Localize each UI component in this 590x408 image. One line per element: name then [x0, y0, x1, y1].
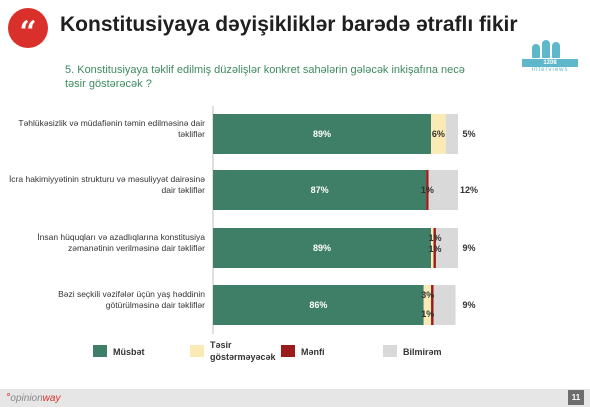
- people-icon: [532, 40, 568, 58]
- value-label-age-limit-no-effect: 3%: [421, 290, 434, 300]
- category-label-executive: İcra hakimiyyətinin strukturu və məsuliy…: [8, 174, 205, 195]
- value-label-executive-positive: 87%: [311, 185, 329, 195]
- bar-human-rights-no-effect: [431, 228, 434, 268]
- page-title: Konstitusiyaya dəyişikliklər barədə ətra…: [60, 13, 518, 36]
- stacked-bar-chart: 89% 6% 5%87% 1% 12%89%1%1% 9%86%3%1%9%MüsbətT…: [93, 106, 478, 362]
- value-label-executive-negative: 1%: [421, 185, 434, 195]
- category-label-age-limit: Bəzi seçkili vəzifələr üçün yaş həddinin…: [58, 289, 205, 310]
- bar-security-positive: [213, 114, 432, 154]
- interview-word: Interviews: [531, 67, 569, 73]
- value-label-human-rights-no-effect: 1%: [429, 233, 442, 243]
- bar-human-rights-positive: [213, 228, 432, 268]
- value-label-security-positive: 89%: [313, 129, 331, 139]
- bar-human-rights-negative: [433, 228, 436, 268]
- bar-age-limit-no-effect: [423, 285, 432, 325]
- category-label-security: Təhlükəsizlik və müdafiənin təmin edilmə…: [18, 118, 205, 139]
- value-label-age-limit-dont-know: 9%: [462, 300, 475, 310]
- value-label-human-rights-positive: 89%: [313, 243, 331, 253]
- question-text: 5. Konstitusiyaya təklif edilmiş düzəliş…: [65, 64, 465, 90]
- bar-age-limit-negative: [431, 285, 434, 325]
- value-label-human-rights-negative: 1%: [429, 244, 442, 254]
- category-label-human-rights: İnsan hüquqları və azadlıqlarına konstit…: [37, 232, 205, 253]
- bar-security-dont-know: [445, 114, 458, 154]
- bar-human-rights-dont-know: [435, 228, 458, 268]
- interview-count: 1208: [522, 59, 578, 67]
- bar-executive-negative: [426, 170, 429, 210]
- value-label-security-dont-know: 5%: [462, 129, 475, 139]
- legend-label-positive: Müsbət: [113, 347, 145, 357]
- value-label-age-limit-negative: 1%: [421, 309, 434, 319]
- page-number: 11: [568, 390, 584, 405]
- quote-icon: “: [8, 8, 48, 48]
- interviews-logo: 1208 Interviews: [522, 40, 578, 74]
- footer-brand: °opinionway: [6, 392, 61, 404]
- value-label-human-rights-dont-know: 9%: [462, 243, 475, 253]
- bar-executive-dont-know: [428, 170, 458, 210]
- bar-security-no-effect: [431, 114, 446, 154]
- legend-label-no-effect-line2: göstərməyəcək: [210, 352, 277, 362]
- value-label-security-no-effect: 6%: [432, 129, 445, 139]
- bar-executive-positive: [213, 170, 427, 210]
- legend-label-negative: Mənfi: [301, 347, 325, 357]
- footer-bar: [0, 389, 590, 407]
- bar-age-limit-dont-know: [433, 285, 456, 325]
- legend-swatch-negative: [281, 345, 295, 357]
- legend-swatch-no-effect: [190, 345, 204, 357]
- value-label-executive-dont-know: 12%: [460, 185, 478, 195]
- legend-swatch-dont-know: [383, 345, 397, 357]
- legend-swatch-positive: [93, 345, 107, 357]
- bar-age-limit-positive: [213, 285, 424, 325]
- legend-label-dont-know: Bilmirəm: [403, 347, 442, 357]
- value-label-age-limit-positive: 86%: [309, 300, 327, 310]
- legend-label-no-effect-line1: Təsir: [210, 340, 232, 350]
